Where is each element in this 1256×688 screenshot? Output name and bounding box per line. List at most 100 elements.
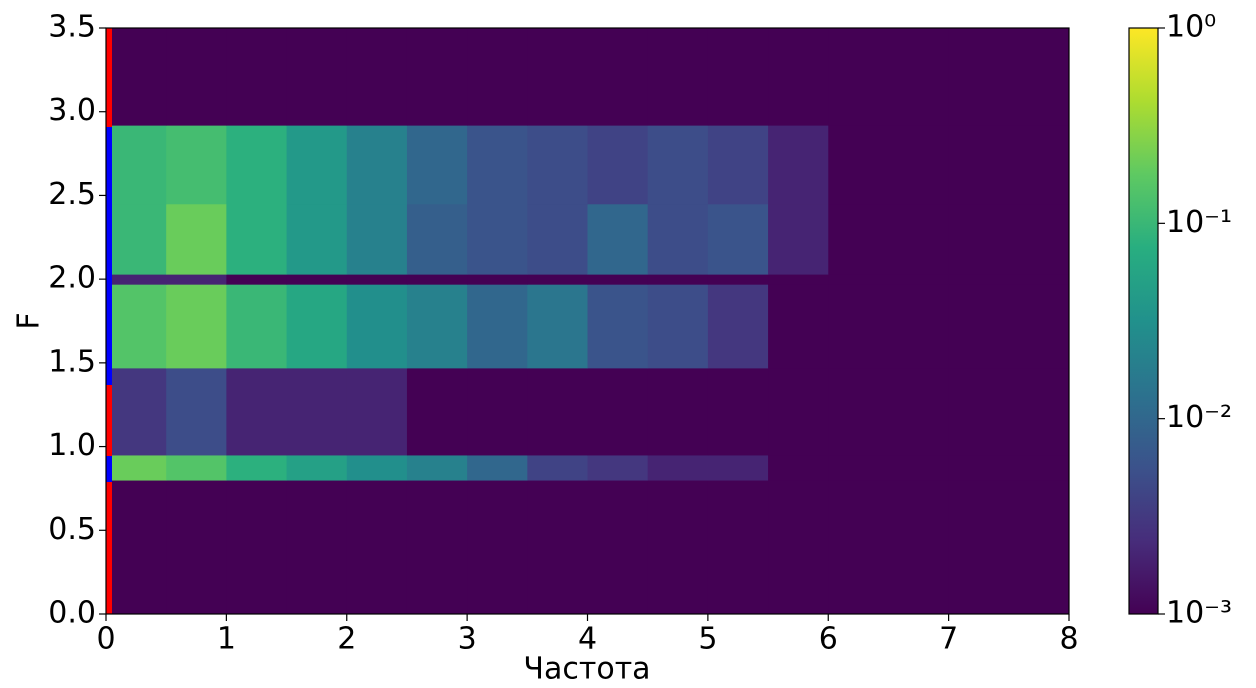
heatmap-cell — [286, 454, 348, 481]
heatmap-cell — [948, 203, 1070, 275]
heatmap-cell — [828, 367, 950, 456]
heatmap-cell — [768, 284, 829, 369]
heatmap-cell — [707, 28, 769, 126]
y-tick-label: 2.5 — [48, 177, 96, 212]
heatmap-cell — [406, 367, 468, 456]
heatmap-cell — [226, 28, 288, 126]
heatmap-cell — [286, 28, 348, 126]
heatmap-cell — [467, 203, 528, 275]
heatmap-cell — [406, 203, 468, 275]
heatmap-cell — [346, 203, 408, 275]
heatmap-cell — [226, 480, 288, 615]
heatmap-cell — [226, 284, 288, 369]
heatmap-cell — [527, 274, 588, 285]
heatmap-cell — [707, 367, 769, 456]
y-tick-label: 0.5 — [48, 512, 96, 547]
strip-blue — [106, 127, 112, 385]
heatmap-cell — [828, 125, 950, 205]
y-tick-label: 2.0 — [48, 261, 96, 296]
heatmap-cell — [226, 454, 288, 481]
heatmap-cell — [587, 203, 649, 275]
heatmap-cell — [768, 125, 829, 205]
colorbar — [1128, 27, 1159, 615]
heatmap-cell — [768, 28, 829, 126]
y-tick-label: 1.0 — [48, 428, 96, 463]
heatmap-cell — [106, 274, 167, 285]
heatmap-cell — [527, 454, 588, 481]
heatmap-cell — [587, 274, 649, 285]
x-tick-label: 4 — [578, 622, 597, 657]
colorbar-tick-label: 10⁻³ — [1166, 596, 1232, 631]
heatmap-cell — [828, 284, 950, 369]
heatmap-cell — [106, 454, 167, 481]
heatmap-cell — [166, 125, 227, 205]
heatmap-cell — [587, 28, 649, 126]
colorbar-tick-label: 10⁻¹ — [1166, 205, 1232, 240]
heatmap-cell — [166, 367, 227, 456]
heatmap-cell — [768, 203, 829, 275]
heatmap-cell — [226, 203, 288, 275]
heatmap-cell — [527, 125, 588, 205]
heatmap-cell — [587, 125, 649, 205]
x-tick-label: 3 — [458, 622, 477, 657]
heatmap-cell — [226, 125, 288, 205]
heatmap-cell — [467, 125, 528, 205]
colorbar-tick-label: 10⁰ — [1166, 10, 1216, 45]
x-tick-label: 0 — [96, 622, 115, 657]
heatmap-cell — [647, 284, 709, 369]
heatmap-cell — [406, 284, 468, 369]
heatmap-cell — [948, 480, 1070, 615]
heatmap-cell — [166, 28, 227, 126]
x-tick-label: 5 — [698, 622, 717, 657]
heatmap-cell — [286, 284, 348, 369]
heatmap-cell — [467, 274, 528, 285]
heatmap-cell — [647, 274, 709, 285]
heatmap-cell — [647, 454, 709, 481]
heatmap-cell — [647, 367, 709, 456]
heatmap-cell — [286, 125, 348, 205]
heatmap-cell — [166, 480, 227, 615]
side-strip — [106, 28, 112, 614]
heatmap-cell — [346, 125, 408, 205]
y-tick-label: 0.0 — [48, 596, 96, 631]
heatmap-cell — [948, 367, 1070, 456]
heatmap-cell — [707, 125, 769, 205]
heatmap-cell — [828, 203, 950, 275]
heatmap-cell — [106, 480, 167, 615]
heatmap-cell — [406, 274, 468, 285]
heatmap-cell — [406, 480, 468, 615]
x-tick-label: 7 — [939, 622, 958, 657]
heatmap-cell — [166, 203, 227, 275]
heatmap-cell — [346, 274, 408, 285]
x-axis-label: Частота — [523, 652, 650, 687]
heatmap-cell — [346, 28, 408, 126]
heatmap-cell — [828, 454, 950, 481]
y-tick-label: 1.5 — [48, 344, 96, 379]
heatmap-cell — [527, 203, 588, 275]
heatmap-cell — [406, 28, 468, 126]
strip-blue — [106, 456, 112, 482]
heatmap-cell — [768, 480, 829, 615]
heatmap-cell — [707, 454, 769, 481]
heatmap-cell — [527, 284, 588, 369]
heatmap-cell — [467, 28, 528, 126]
heatmap-cell — [406, 125, 468, 205]
heatmap-cell — [707, 284, 769, 369]
heatmap-cell — [707, 203, 769, 275]
heatmap-cell — [948, 274, 1070, 285]
x-tick-label: 8 — [1059, 622, 1078, 657]
heatmap-cell — [587, 367, 649, 456]
heatmap-cell — [106, 28, 167, 126]
heatmap-cell — [346, 367, 408, 456]
heatmap-cell — [647, 203, 709, 275]
x-tick-label: 6 — [819, 622, 838, 657]
heatmap-cell — [647, 125, 709, 205]
heatmap-cell — [226, 274, 288, 285]
heatmap-cell — [527, 28, 588, 126]
heatmap-cell — [286, 480, 348, 615]
heatmap-cell — [768, 274, 829, 285]
heatmap-cell — [166, 274, 227, 285]
heatmap-cell — [467, 284, 528, 369]
heatmap-cell — [346, 284, 408, 369]
